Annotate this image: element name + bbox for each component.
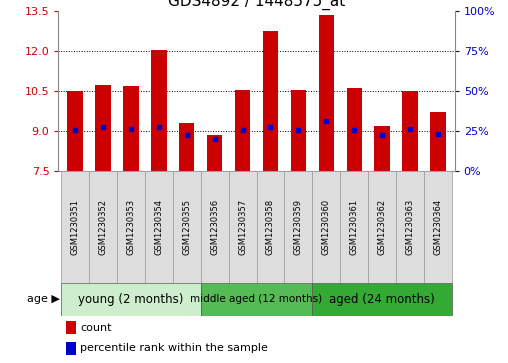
- Bar: [173, 171, 201, 283]
- Text: age ▶: age ▶: [27, 294, 60, 305]
- Bar: [319, 15, 334, 171]
- Bar: [424, 171, 452, 283]
- Bar: [368, 171, 396, 283]
- Text: count: count: [80, 323, 112, 333]
- Bar: [67, 342, 76, 355]
- Text: GSM1230352: GSM1230352: [99, 199, 108, 255]
- Text: middle aged (12 months): middle aged (12 months): [190, 294, 323, 305]
- Bar: [257, 171, 284, 283]
- Text: young (2 months): young (2 months): [78, 293, 184, 306]
- Bar: [207, 135, 223, 171]
- Bar: [263, 31, 278, 171]
- Text: GSM1230353: GSM1230353: [126, 199, 136, 255]
- Text: percentile rank within the sample: percentile rank within the sample: [80, 343, 268, 354]
- Bar: [179, 123, 195, 171]
- Bar: [312, 171, 340, 283]
- Text: GSM1230351: GSM1230351: [71, 199, 80, 255]
- Bar: [235, 90, 250, 171]
- Text: GSM1230359: GSM1230359: [294, 199, 303, 255]
- Bar: [96, 85, 111, 171]
- Text: GSM1230356: GSM1230356: [210, 199, 219, 255]
- Bar: [284, 171, 312, 283]
- Bar: [346, 87, 362, 171]
- Bar: [201, 283, 312, 316]
- Bar: [117, 171, 145, 283]
- Text: GSM1230354: GSM1230354: [154, 199, 164, 255]
- Text: GSM1230364: GSM1230364: [433, 199, 442, 255]
- Bar: [61, 283, 201, 316]
- Title: GDS4892 / 1448575_at: GDS4892 / 1448575_at: [168, 0, 345, 9]
- Bar: [61, 171, 89, 283]
- Bar: [396, 171, 424, 283]
- Bar: [312, 283, 452, 316]
- Bar: [374, 126, 390, 171]
- Bar: [291, 90, 306, 171]
- Bar: [68, 91, 83, 171]
- Bar: [229, 171, 257, 283]
- Bar: [430, 111, 446, 171]
- Text: GSM1230363: GSM1230363: [405, 199, 415, 255]
- Bar: [145, 171, 173, 283]
- Bar: [151, 50, 167, 171]
- Text: GSM1230362: GSM1230362: [377, 199, 387, 255]
- Text: GSM1230355: GSM1230355: [182, 199, 192, 255]
- Text: GSM1230360: GSM1230360: [322, 199, 331, 255]
- Text: GSM1230357: GSM1230357: [238, 199, 247, 255]
- Bar: [402, 91, 418, 171]
- Text: aged (24 months): aged (24 months): [329, 293, 435, 306]
- Bar: [201, 171, 229, 283]
- Text: GSM1230358: GSM1230358: [266, 199, 275, 255]
- Bar: [340, 171, 368, 283]
- Bar: [123, 86, 139, 171]
- Text: GSM1230361: GSM1230361: [350, 199, 359, 255]
- Bar: [89, 171, 117, 283]
- Bar: [67, 321, 76, 334]
